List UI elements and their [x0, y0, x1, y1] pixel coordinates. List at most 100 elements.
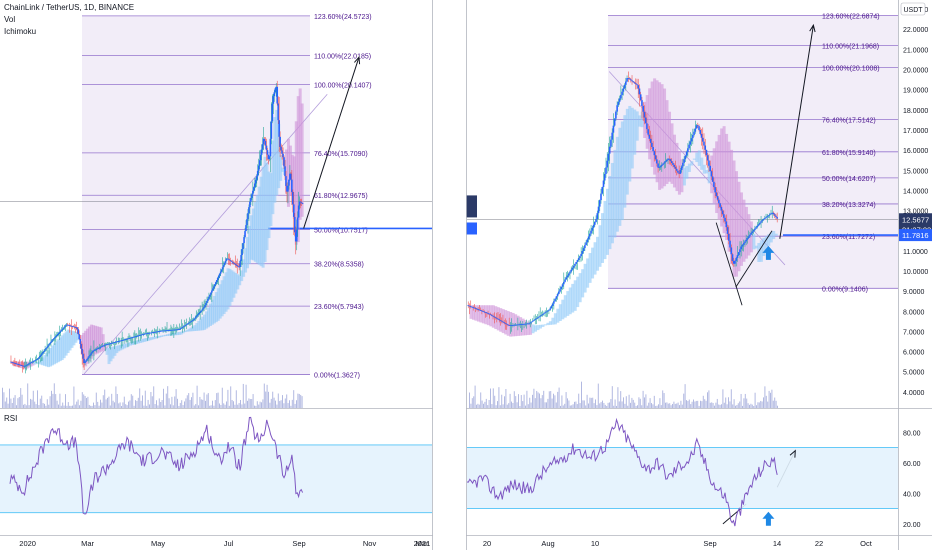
indicator-vol-label[interactable]: Vol [4, 15, 16, 24]
volume-bar [255, 405, 257, 408]
rsi-label[interactable]: RSI [4, 414, 18, 423]
candle-body [706, 155, 709, 161]
ichimoku-cloud-segment [690, 161, 694, 166]
candle-body [76, 327, 79, 330]
candle-body [98, 347, 101, 349]
candle-body [90, 353, 92, 355]
rsi-band [467, 447, 898, 509]
candle-body [292, 204, 295, 217]
candle-body [567, 273, 570, 276]
ichimoku-cloud-segment [144, 338, 148, 342]
indicator-ichimoku-label[interactable]: Ichimoku [4, 27, 37, 36]
candle-body [294, 232, 297, 242]
ichimoku-cloud-segment [623, 115, 627, 208]
candle-body [603, 173, 606, 181]
volume-bar [17, 398, 19, 408]
candle-body [11, 361, 13, 363]
candle-body [651, 142, 653, 148]
candle-body [134, 336, 136, 338]
candle-body [663, 162, 666, 164]
right-panel: 23.000022.000021.000020.000019.000018.00… [466, 2, 932, 548]
volume-bar [474, 385, 476, 408]
ichimoku-cloud-segment [82, 332, 86, 358]
ichimoku-cloud-segment [117, 345, 121, 352]
candle-body [120, 340, 122, 342]
volume-bar [665, 402, 666, 408]
volume-bar [481, 400, 483, 408]
volume-bar [186, 395, 188, 408]
volume-bar [254, 405, 255, 408]
ichimoku-cloud-segment [638, 115, 642, 127]
volume-bar [294, 403, 296, 408]
wedge-line [735, 230, 773, 288]
fib-level-label: 123.60%(22.6874) [822, 13, 880, 20]
currency-tag [900, 2, 926, 16]
ichimoku-cloud-segment [538, 324, 542, 329]
ichimoku-cloud-segment [58, 337, 62, 362]
candle-body [242, 243, 244, 250]
volume-bar [90, 405, 92, 408]
candle-body [479, 310, 482, 311]
volume-bar [265, 391, 267, 408]
candle-body [766, 216, 769, 218]
candle-body [30, 362, 33, 364]
candle-body [586, 239, 589, 243]
ichimoku-cloud-segment [471, 305, 475, 320]
ichimoku-cloud-segment [546, 322, 550, 326]
candle-body [276, 86, 279, 104]
volume-bar [276, 404, 278, 408]
candle-body [708, 160, 710, 166]
ichimoku-cloud-segment [663, 88, 667, 187]
candle-body [283, 157, 285, 167]
candle-body [611, 132, 613, 140]
candle-body [58, 331, 61, 333]
candle-body [574, 263, 576, 266]
candle-body [15, 363, 17, 365]
candle-body [21, 365, 24, 367]
volume-bar [586, 394, 588, 408]
candle-body [565, 277, 568, 280]
candle-body [504, 322, 507, 324]
symbol-title[interactable]: ChainLink / TetherUS, 1D, BINANCE [4, 3, 135, 12]
candle-body [122, 339, 124, 341]
time-axis-label: 20 [483, 539, 491, 548]
volume-bar [579, 403, 581, 408]
volume-bar [27, 383, 29, 408]
candle-body [543, 313, 545, 315]
candle-body [237, 265, 240, 267]
candle-body [541, 314, 544, 315]
candle-body [28, 363, 31, 365]
volume-bar [592, 397, 594, 408]
candle-body [287, 185, 289, 192]
candle-body [728, 233, 730, 241]
candle-body [675, 168, 678, 171]
volume-bar [121, 405, 122, 408]
candle-body [192, 319, 195, 321]
candle-body [755, 227, 757, 229]
volume-bar [98, 405, 100, 408]
candle-body [140, 334, 143, 336]
fib-level-label: 38.20%(13.3274) [822, 202, 876, 209]
volume-bar [179, 402, 181, 408]
candle-body [262, 138, 265, 145]
ichimoku-cloud-segment [596, 236, 600, 271]
candle-body [110, 342, 113, 344]
ichimoku-cloud-segment [561, 299, 565, 320]
volume-bar [742, 405, 743, 408]
volume-bar [499, 405, 501, 408]
volume-bar [105, 399, 107, 408]
volume-bar [202, 399, 204, 408]
ichimoku-cloud-segment [764, 236, 768, 251]
volume-bar [603, 402, 605, 408]
candle-body [224, 260, 227, 263]
volume-bar [617, 387, 619, 408]
ichimoku-cloud-segment [216, 288, 220, 321]
volume-bar [758, 402, 760, 408]
candle-body [589, 233, 591, 237]
volume-bar [259, 401, 261, 408]
candle-body [222, 265, 225, 268]
volume-bar [268, 391, 269, 408]
ichimoku-cloud-segment [54, 341, 58, 364]
candle-body [63, 326, 66, 328]
